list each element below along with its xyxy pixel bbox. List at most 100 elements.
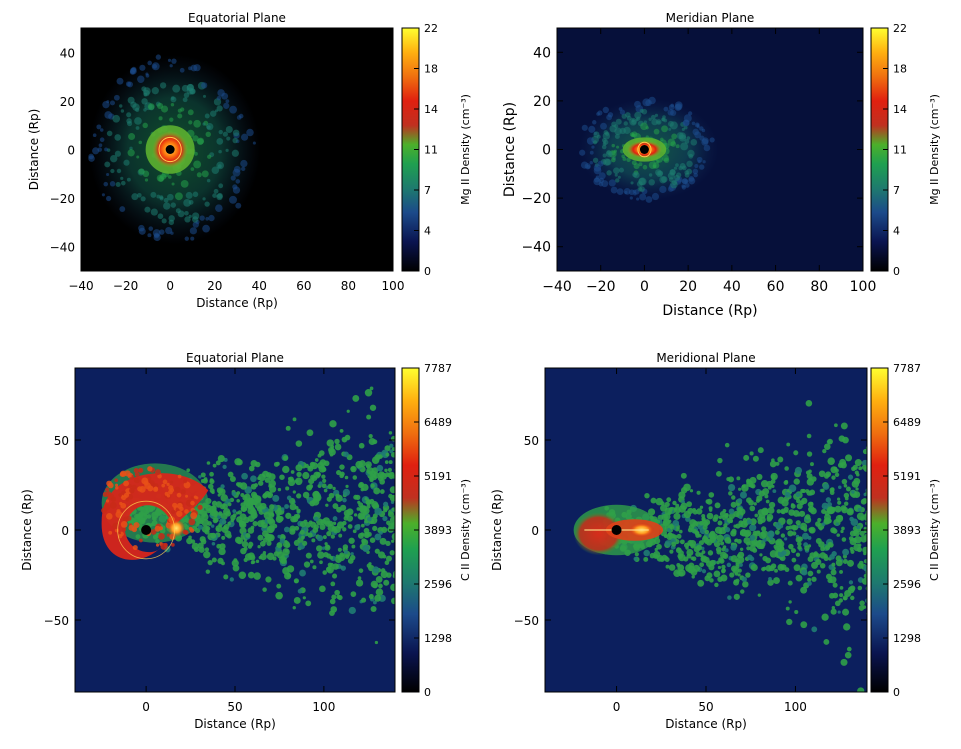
- density-blob: [133, 522, 140, 529]
- density-blob: [655, 169, 662, 176]
- density-blob: [153, 486, 158, 491]
- density-blob: [180, 489, 186, 495]
- density-clump: [305, 600, 312, 607]
- density-clump: [699, 562, 705, 568]
- density-blob: [177, 113, 183, 119]
- density-clump: [290, 470, 295, 474]
- density-clump: [222, 464, 227, 469]
- density-clump: [326, 565, 334, 574]
- density-clump: [308, 478, 315, 485]
- density-clump: [366, 504, 371, 509]
- density-clump: [216, 487, 224, 494]
- density-clump: [767, 507, 775, 514]
- density-clump: [362, 511, 368, 516]
- density-clump: [836, 533, 841, 537]
- density-blob: [118, 534, 123, 539]
- density-clump: [285, 486, 290, 491]
- density-clump: [738, 515, 743, 520]
- density-clump: [206, 461, 211, 465]
- density-blob: [138, 224, 145, 232]
- orbit-ring: [117, 500, 175, 560]
- density-clump: [380, 570, 389, 579]
- density-blob: [683, 119, 690, 127]
- density-blob: [238, 113, 244, 119]
- density-clump: [783, 506, 789, 512]
- density-blob: [656, 160, 660, 164]
- density-blob: [154, 525, 161, 532]
- density-clump: [327, 483, 333, 490]
- density-clump: [837, 462, 844, 468]
- colorbar-tick-label: 3893: [424, 524, 452, 537]
- density-clump: [701, 569, 707, 574]
- density-clump: [822, 483, 830, 490]
- density-blob: [598, 172, 606, 180]
- density-clump: [717, 565, 722, 570]
- density-clump: [656, 554, 664, 562]
- density-clump: [819, 527, 823, 531]
- density-clump: [344, 554, 350, 560]
- density-blob: [680, 142, 689, 151]
- density-blob: [218, 183, 224, 189]
- density-clump: [339, 464, 345, 470]
- density-blob: [115, 182, 121, 188]
- density-clump: [764, 494, 769, 499]
- density-blob: [703, 144, 711, 152]
- density-blob: [172, 84, 181, 93]
- density-clump: [797, 541, 802, 547]
- density-clump: [805, 489, 810, 494]
- panel-1: Equatorial Plane−40 −20 0 20 40 60 80 100−40−20…: [27, 11, 472, 310]
- density-clump: [391, 507, 395, 512]
- colorbar-label: C II Density (cm⁻³): [459, 479, 472, 581]
- density-blob: [636, 197, 640, 201]
- density-clump: [858, 466, 863, 471]
- density-clump: [221, 561, 225, 566]
- density-blob: [137, 75, 145, 83]
- density-clump: [686, 501, 693, 508]
- density-blob: [128, 133, 136, 141]
- density-clump: [774, 522, 782, 529]
- density-clump: [842, 608, 850, 616]
- density-clump: [765, 499, 770, 504]
- density-clump: [383, 507, 388, 513]
- density-clump: [749, 505, 756, 512]
- density-clump: [299, 529, 305, 535]
- density-clump: [838, 598, 843, 603]
- y-axis-label: Distance (Rp): [490, 489, 504, 571]
- density-clump: [792, 525, 799, 531]
- density-blob: [192, 191, 199, 198]
- density-clump: [839, 569, 843, 574]
- density-clump: [339, 473, 344, 479]
- density-blob: [110, 168, 115, 174]
- density-clump: [749, 518, 757, 526]
- density-clump: [692, 528, 697, 534]
- density-clump: [863, 565, 867, 571]
- density-blob: [193, 64, 201, 72]
- density-blob: [605, 131, 610, 136]
- density-clump: [337, 595, 343, 601]
- density-clump: [254, 461, 261, 468]
- density-clump: [737, 573, 741, 577]
- density-clump: [856, 525, 861, 530]
- density-clump: [760, 480, 769, 488]
- density-clump: [668, 507, 673, 512]
- density-clump: [758, 531, 767, 540]
- y-tick-label: 0: [67, 144, 75, 158]
- density-clump: [355, 494, 361, 501]
- density-clump: [230, 518, 235, 523]
- panel-4: Meridional Plane 0 50 100 −50 0 50 Distance (Rp…: [490, 351, 941, 731]
- density-blob: [185, 494, 189, 498]
- density-clump: [334, 438, 340, 445]
- density-clump: [781, 550, 787, 556]
- density-clump: [342, 527, 347, 532]
- density-blob: [235, 179, 241, 184]
- density-blob: [103, 181, 109, 187]
- density-clump: [707, 550, 714, 556]
- density-blob: [696, 123, 700, 127]
- density-clump: [656, 543, 662, 550]
- density-clump: [731, 565, 738, 572]
- density-blob: [653, 128, 660, 135]
- colorbar-tick-label: 5191: [424, 470, 452, 483]
- x-axis-label: Distance (Rp): [196, 296, 278, 310]
- density-clump: [735, 523, 741, 529]
- density-clump: [308, 520, 313, 525]
